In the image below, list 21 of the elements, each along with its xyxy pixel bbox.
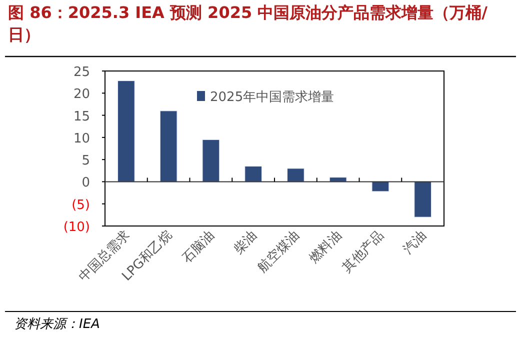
bar: [372, 181, 390, 192]
bar: [286, 168, 304, 182]
bar: [414, 181, 432, 218]
y-tick-label: 0: [82, 176, 90, 191]
x-tick-label: 柴油: [231, 228, 260, 258]
text: 资料来源：IEA: [14, 317, 100, 332]
y-tick-label: 25: [73, 65, 90, 80]
y-tick-label: 15: [73, 109, 90, 124]
bar: [117, 80, 135, 182]
bar: [202, 139, 220, 182]
bar: [244, 166, 262, 182]
y-tick-label: (10): [63, 220, 90, 235]
y-tick-label: 5: [82, 154, 90, 169]
x-tick-label: 石脑油: [180, 228, 218, 266]
legend-label: 2025年中国需求增量: [210, 90, 334, 105]
y-tick-label: (5): [72, 198, 90, 213]
x-tick-label: 汽油: [400, 228, 430, 258]
y-tick-label: 20: [73, 87, 90, 102]
bar: [160, 110, 178, 182]
y-tick-label: 10: [73, 131, 90, 146]
chart-title: 图 86：2025.3 IEA 预测 2025 中国原油分产品需求增量（万桶/日）: [8, 2, 488, 46]
